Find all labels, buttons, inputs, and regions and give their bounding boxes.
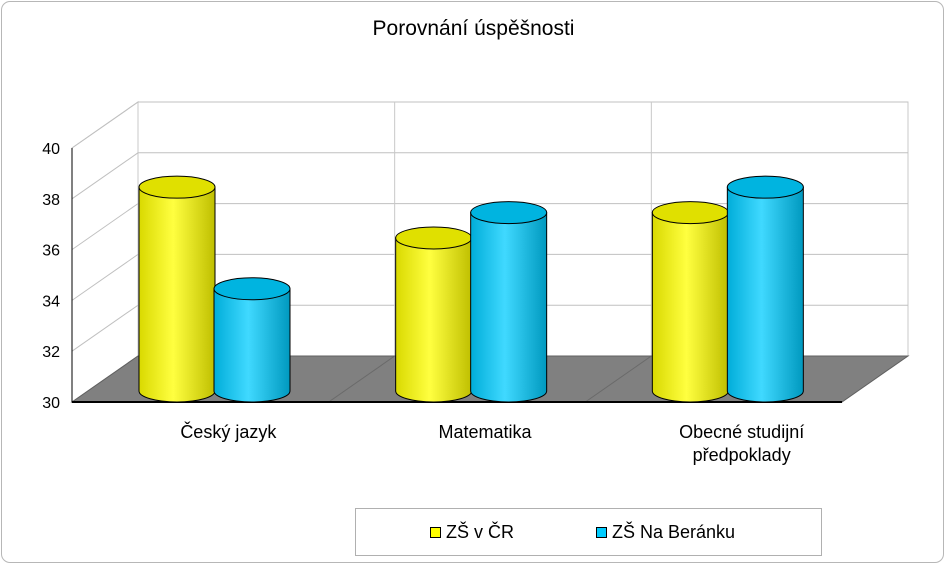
bar-top bbox=[726, 175, 804, 199]
y-tick-label: 32 bbox=[42, 344, 60, 361]
bar-side bbox=[138, 186, 216, 403]
y-tick-label: 34 bbox=[42, 293, 60, 310]
legend-entry-zs-cr: ZŠ v ČR bbox=[430, 522, 514, 543]
bar bbox=[395, 226, 473, 403]
bar bbox=[470, 201, 548, 403]
y-tick-label: 30 bbox=[42, 395, 60, 412]
bar bbox=[138, 175, 216, 403]
bar-top bbox=[213, 277, 291, 301]
floor-divider bbox=[585, 355, 652, 403]
chart-title: Porovnání úspěšnosti bbox=[372, 17, 575, 40]
legend-label-zs-na-beranku: ZŠ Na Beránku bbox=[612, 522, 736, 542]
bar-top bbox=[138, 175, 216, 199]
bar bbox=[651, 201, 729, 403]
legend-swatch-zs-na-beranku bbox=[596, 527, 607, 538]
floor-divider bbox=[328, 355, 395, 403]
bar bbox=[726, 175, 804, 403]
legend-label-zs-cr: ZŠ v ČR bbox=[446, 522, 515, 542]
category-label: Český jazyk bbox=[180, 421, 277, 442]
side-wall bbox=[71, 101, 139, 403]
bar-side bbox=[395, 237, 473, 403]
legend-swatch-zs-cr bbox=[430, 527, 441, 538]
bar-side bbox=[213, 288, 291, 403]
category-label: Obecné studijní bbox=[679, 422, 804, 442]
bar bbox=[213, 277, 291, 403]
bar-top bbox=[651, 201, 729, 225]
legend: ZŠ v ČR ZŠ Na Beránku bbox=[355, 508, 822, 556]
bar-side bbox=[470, 212, 548, 403]
category-label: předpoklady bbox=[693, 445, 791, 465]
bar-top bbox=[470, 201, 548, 225]
legend-entry-zs-na-beranku: ZŠ Na Beránku bbox=[596, 522, 735, 543]
y-tick-label: 38 bbox=[42, 192, 60, 209]
y-tick-label: 40 bbox=[42, 141, 60, 158]
bar-side bbox=[726, 186, 804, 403]
y-tick-label: 36 bbox=[42, 243, 60, 260]
bar-top bbox=[395, 226, 473, 250]
bar-side bbox=[651, 212, 729, 403]
category-label: Matematika bbox=[438, 422, 532, 442]
